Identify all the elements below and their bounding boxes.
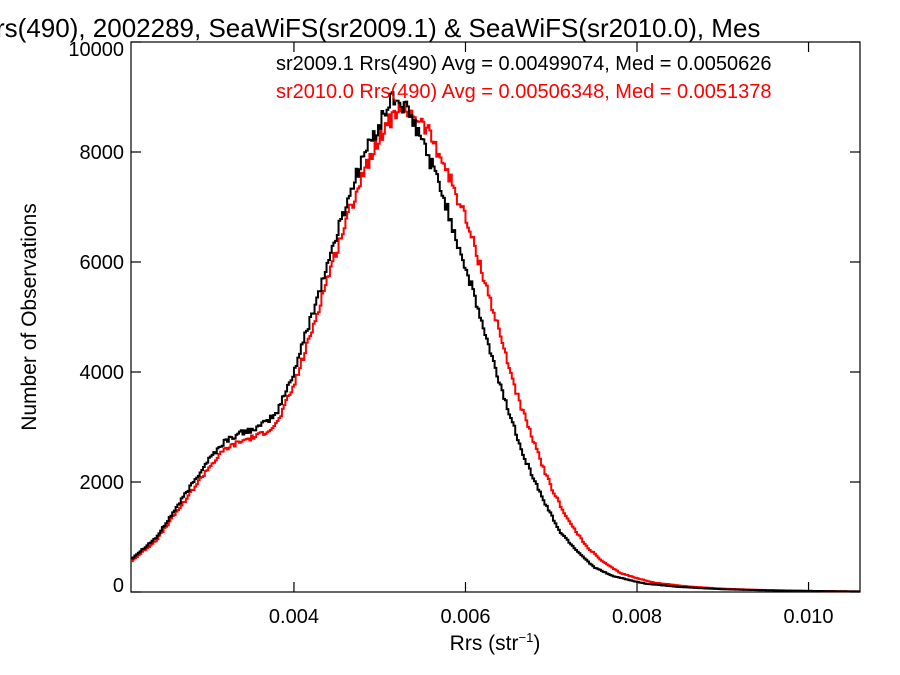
x-tick-label: 0.004: [269, 606, 319, 628]
series-line-sr2010: [131, 102, 860, 593]
histogram-curves: [131, 91, 860, 593]
x-axis-label-superscript: −1: [519, 630, 534, 645]
y-axis-ticks: 0 2000 4000 6000 8000 10000: [68, 39, 860, 597]
legend-entry-sr2010: sr2010.0 Rrs(490) Avg = 0.00506348, Med …: [276, 81, 772, 103]
y-tick-label: 8000: [80, 142, 125, 164]
y-tick-label: 0: [113, 575, 124, 597]
y-axis-label: Number of Observations: [18, 203, 41, 431]
x-tick-label: 0.010: [784, 606, 834, 628]
y-tick-label: 4000: [80, 362, 125, 384]
x-tick-label: 0.008: [612, 606, 662, 628]
x-axis-label: Rrs (str−1): [450, 630, 541, 655]
x-axis-label-close: ): [533, 632, 540, 655]
x-axis-label-main: Rrs (str: [450, 632, 519, 655]
y-tick-label: 2000: [80, 472, 125, 494]
plot-frame: [130, 41, 861, 593]
series-line-sr2009: [131, 91, 860, 593]
chart-title: rs(490), 2002289, SeaWiFS(sr2009.1) & Se…: [0, 13, 760, 43]
x-tick-label: 0.006: [440, 606, 490, 628]
legend-entry-sr2009: sr2009.1 Rrs(490) Avg = 0.00499074, Med …: [276, 53, 772, 75]
legend: sr2009.1 Rrs(490) Avg = 0.00499074, Med …: [276, 53, 772, 103]
x-axis-ticks: 0.004 0.006 0.008 0.010: [269, 42, 834, 628]
y-tick-label: 10000: [68, 39, 124, 61]
y-tick-label: 6000: [80, 252, 125, 274]
